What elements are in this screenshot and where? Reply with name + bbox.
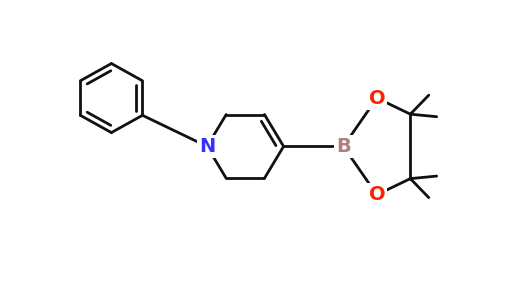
Text: B: B	[336, 137, 351, 156]
Text: O: O	[369, 185, 385, 204]
Text: O: O	[369, 88, 385, 108]
Text: N: N	[199, 137, 215, 156]
